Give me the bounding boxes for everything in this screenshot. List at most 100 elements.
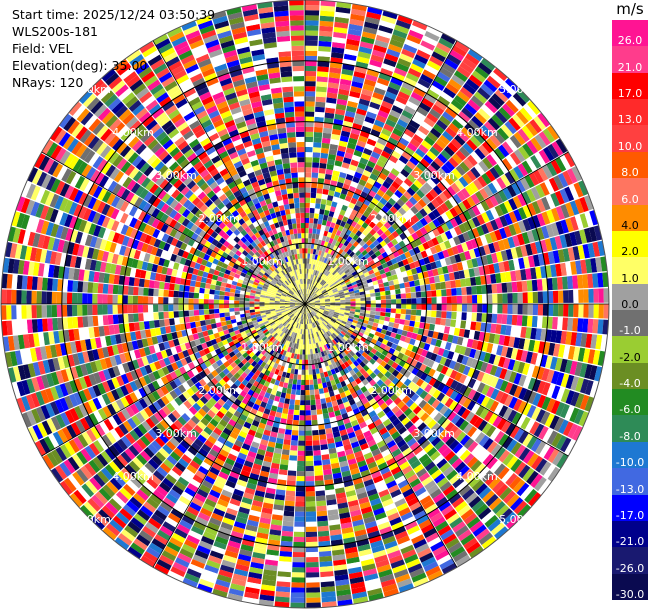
range-gate	[215, 579, 231, 588]
range-gate	[393, 100, 406, 110]
range-gate	[320, 398, 327, 404]
range-gate	[414, 418, 424, 428]
range-gate	[305, 258, 308, 264]
range-gate	[417, 422, 427, 432]
range-gate	[294, 327, 298, 333]
range-gate	[330, 222, 336, 229]
range-gate	[475, 276, 482, 286]
range-gate	[315, 301, 321, 303]
range-gate	[562, 248, 570, 262]
range-gate	[401, 203, 410, 212]
range-gate	[306, 541, 318, 548]
range-gate	[407, 563, 423, 574]
range-gate	[250, 329, 257, 335]
range-gate	[364, 21, 379, 30]
range-gate	[144, 432, 155, 443]
range-gate	[444, 175, 455, 186]
range-gate	[368, 269, 375, 275]
range-gate	[318, 278, 323, 284]
range-gate	[460, 187, 471, 199]
range-gate	[522, 450, 535, 464]
range-gate	[489, 71, 505, 85]
range-gate	[325, 494, 336, 501]
range-gate	[335, 355, 341, 361]
range-gate	[244, 529, 257, 537]
range-gate	[579, 363, 588, 378]
range-gate	[491, 252, 499, 264]
range-gate	[265, 332, 272, 338]
range-gate	[559, 188, 570, 203]
range-gate	[275, 411, 282, 418]
range-gate	[317, 341, 322, 348]
range-gate	[419, 495, 432, 506]
range-gate	[70, 422, 82, 436]
range-gate	[528, 492, 542, 507]
range-gate	[369, 228, 377, 236]
range-gate	[319, 434, 327, 440]
range-gate	[246, 482, 257, 490]
range-gate	[356, 324, 362, 329]
range-gate	[551, 141, 564, 156]
range-gate	[169, 371, 178, 380]
range-gate	[476, 393, 486, 405]
range-gate	[532, 304, 539, 316]
range-gate	[337, 341, 343, 348]
range-gate	[369, 101, 381, 110]
range-gate	[445, 83, 459, 95]
range-gate	[565, 331, 573, 345]
range-gate	[245, 340, 252, 346]
range-gate	[203, 392, 212, 401]
range-gate	[283, 366, 288, 373]
range-gate	[548, 177, 560, 192]
range-gate	[353, 286, 359, 291]
range-gate	[323, 312, 329, 316]
range-gate	[387, 512, 400, 522]
range-gate	[257, 353, 264, 360]
range-gate	[202, 531, 216, 541]
range-gate	[198, 465, 209, 476]
range-gate	[444, 422, 455, 433]
range-gate	[498, 334, 506, 346]
range-gate	[250, 504, 262, 513]
range-gate	[394, 318, 401, 324]
range-gate	[305, 5, 320, 11]
range-gate	[185, 409, 194, 419]
range-gate	[337, 254, 344, 261]
range-gate	[234, 439, 244, 448]
range-gate	[296, 317, 300, 323]
range-gate	[318, 173, 326, 179]
range-gate	[248, 378, 256, 385]
range-gate	[502, 293, 508, 304]
range-gate	[305, 192, 311, 198]
range-gate	[329, 524, 341, 531]
range-gate	[211, 485, 223, 494]
range-gate	[229, 331, 236, 337]
range-gate	[426, 304, 432, 311]
range-gate	[338, 270, 345, 276]
range-gate	[205, 340, 213, 348]
range-gate	[379, 444, 389, 453]
range-gate	[426, 26, 442, 38]
range-gate	[535, 328, 542, 341]
range-gate	[132, 441, 144, 454]
range-gate	[390, 269, 397, 276]
range-gate	[373, 146, 383, 155]
range-gate	[329, 416, 337, 423]
range-gate	[301, 379, 305, 386]
range-gate	[154, 509, 167, 521]
range-gate	[450, 546, 466, 558]
range-gate	[334, 436, 342, 443]
range-gate	[423, 182, 433, 192]
range-gate	[352, 339, 359, 346]
range-gate	[314, 281, 318, 287]
range-gate	[474, 91, 488, 104]
range-gate	[324, 307, 330, 310]
range-gate	[452, 477, 465, 489]
range-gate	[286, 335, 291, 341]
range-gate	[443, 509, 457, 521]
range-gate	[379, 315, 386, 321]
range-gate	[346, 352, 353, 359]
range-gate	[423, 277, 430, 285]
range-gate	[379, 343, 387, 350]
range-gate	[463, 453, 475, 465]
